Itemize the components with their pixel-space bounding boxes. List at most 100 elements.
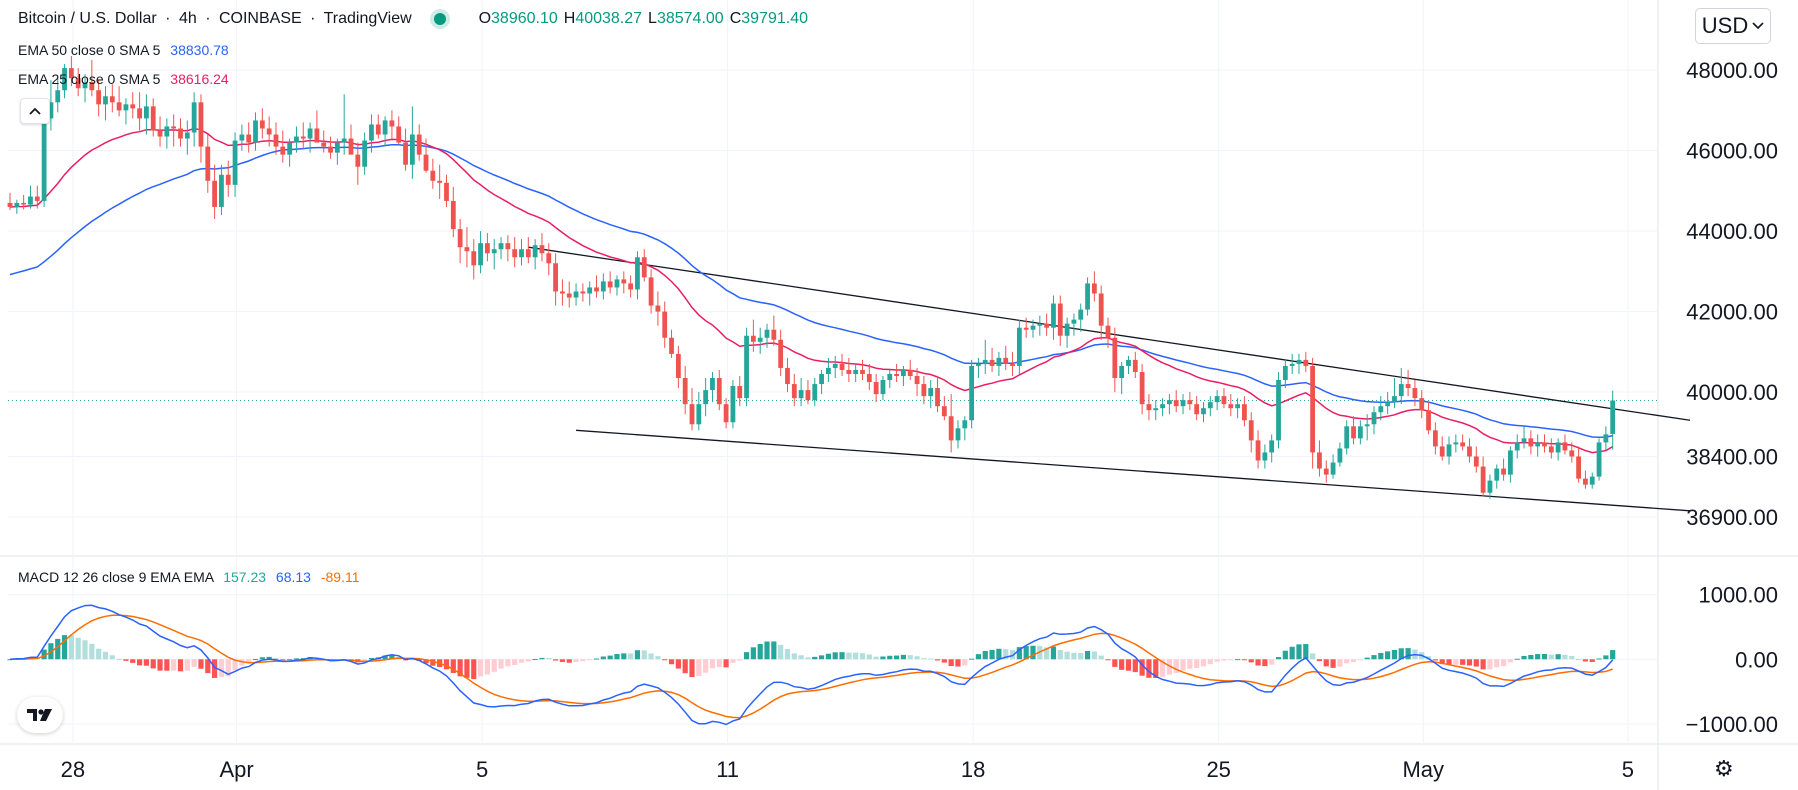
macd-lines (9, 604, 1614, 726)
ohlc-value: 38960.10 (491, 10, 558, 27)
candle-body (437, 180, 443, 183)
macd-hist-bar (1173, 659, 1179, 674)
time-tick-label: 25 (1206, 757, 1230, 782)
macd-hist-bar (464, 659, 470, 678)
candle-body (1310, 365, 1316, 453)
ohlc-value: 38574.00 (656, 10, 724, 27)
currency-selector[interactable]: USD (1695, 8, 1771, 44)
macd-hist-bar (778, 644, 784, 660)
candle-body (860, 369, 865, 374)
macd-hist-bar (1548, 654, 1554, 660)
macd-hist-bar (900, 654, 907, 660)
candle-body (355, 154, 361, 167)
ema50-value: 38830.78 (170, 42, 229, 58)
macd-hist-bar (1494, 659, 1500, 668)
macd-hist-bar (1391, 649, 1398, 660)
macd-hist-bar (239, 659, 245, 666)
candle-body (41, 118, 47, 201)
candle-body (1132, 359, 1138, 372)
candle-body (1453, 442, 1459, 445)
candle-body (103, 96, 108, 105)
macd-legend[interactable]: MACD 12 26 close 9 EMA EMA 157.23 68.13 … (18, 569, 360, 585)
candle-body (382, 120, 388, 135)
macd-hist-bar (1098, 655, 1104, 660)
candle-body (1467, 446, 1472, 457)
candle-body (525, 249, 531, 258)
candle-body (812, 384, 818, 401)
macd-hist-bar (7, 659, 13, 661)
gear-icon[interactable]: ⚙ (1714, 756, 1734, 781)
macd-hist-bar (293, 658, 300, 660)
macd-hist-bar (266, 656, 272, 660)
macd-hist-bar (1139, 659, 1145, 676)
candle-body (178, 128, 183, 139)
macd-hist-bar (518, 659, 525, 663)
candle-body (1037, 323, 1043, 326)
candle-body (300, 136, 306, 139)
candle-body (1542, 442, 1547, 447)
candle-body (1583, 478, 1588, 485)
macd-hist-bar (382, 655, 388, 660)
ohlc-key: C (729, 10, 742, 27)
candle-body (1119, 365, 1125, 379)
candle-body (641, 257, 647, 278)
macd-hist-bar (1187, 659, 1193, 669)
macd-hist-bar (730, 659, 736, 663)
candle-body (948, 416, 954, 441)
chevron-down-icon (1752, 22, 1764, 30)
candle-body (259, 120, 265, 129)
candle-body (1078, 309, 1084, 320)
ohlc-value: 39791.40 (741, 10, 808, 27)
macd-hist-bar (1589, 659, 1595, 662)
macd-hist-bar (1357, 659, 1363, 661)
macd-hist-bar (948, 659, 954, 667)
macd-hist-bar (68, 635, 74, 660)
candle-body (764, 329, 770, 338)
collapse-legend-button[interactable] (20, 98, 50, 124)
macd-hist-bar (989, 649, 995, 660)
candle-body (635, 257, 640, 290)
macd-hist-bar (450, 659, 456, 673)
candle-body (1392, 396, 1397, 403)
macd-hist-bar (928, 658, 934, 660)
macd-hist-bar (1473, 659, 1479, 667)
macd-hist-bar (1132, 659, 1138, 673)
candle-body (846, 369, 852, 374)
candle-body (791, 384, 797, 399)
candle-body (48, 102, 54, 119)
symbol-title[interactable]: Bitcoin / U.S. Dollar (18, 10, 157, 27)
macd-hist-bar (96, 648, 102, 660)
descending-channel[interactable] (528, 246, 1691, 512)
candle-body (1010, 363, 1015, 366)
candle-body (464, 247, 470, 252)
time-tick-label: 5 (1622, 757, 1634, 782)
macd-hist-bar (737, 659, 743, 661)
candle-body (1357, 426, 1363, 439)
tradingview-logo-icon[interactable] (17, 697, 63, 733)
candle-body (96, 90, 102, 105)
macd-hist-bar (1603, 655, 1609, 660)
macd-hist-bar (477, 659, 484, 677)
macd-hist-bar (1582, 659, 1589, 662)
macd-hist-bar (853, 652, 859, 660)
ema50-legend[interactable]: EMA 50 close 0 SMA 5 38830.78 (18, 42, 229, 58)
macd-hist-bar (102, 651, 109, 660)
ema50-line-group (9, 143, 1613, 438)
macd-hist-bar (969, 658, 975, 660)
candle-body (1562, 442, 1568, 451)
macd-hist-bar (484, 659, 490, 675)
candle-body (832, 363, 838, 368)
macd-hist-bar (116, 658, 122, 660)
candle-body (1282, 365, 1288, 381)
candle-body (1589, 476, 1595, 485)
interval[interactable]: 4h (178, 10, 197, 27)
candle-body (321, 142, 327, 147)
ema25-legend[interactable]: EMA 25 close 0 SMA 5 38616.24 (18, 71, 229, 87)
candle-body (409, 134, 415, 165)
candle-body (1317, 452, 1322, 469)
candle-body (334, 142, 340, 153)
macd-hist-bar (859, 653, 866, 660)
macd-hist-bar (1466, 659, 1473, 666)
chart-header: Bitcoin / U.S. Dollar · 4h · COINBASE · … (18, 10, 814, 28)
